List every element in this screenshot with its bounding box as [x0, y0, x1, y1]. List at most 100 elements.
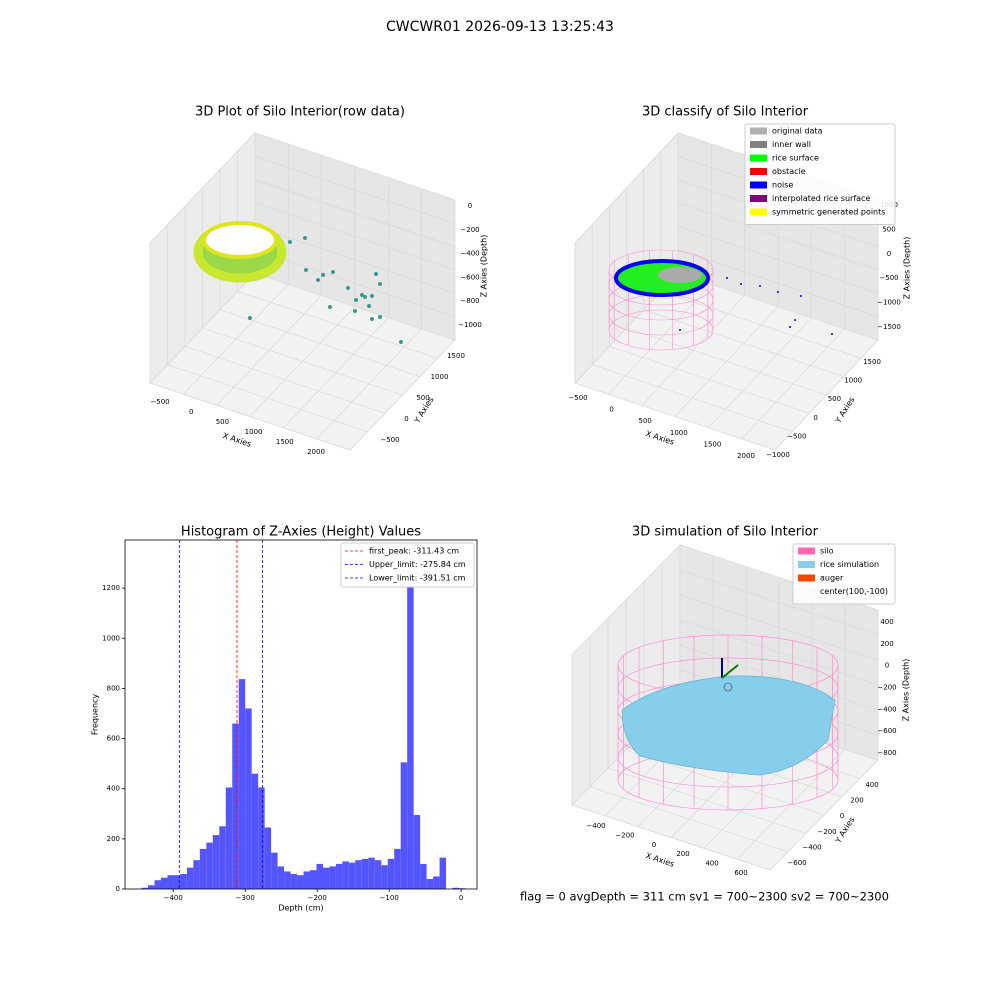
x-tick-label: 2000 [307, 448, 325, 456]
bar [316, 863, 323, 889]
bar [439, 857, 447, 889]
bar [433, 876, 440, 889]
legend-swatch [750, 208, 767, 216]
bar [271, 852, 278, 889]
bar [342, 861, 349, 889]
z-tick-label: −600 [877, 727, 896, 735]
legend-label: first_peak: -311.43 cm [369, 547, 459, 556]
legend-label: auger [820, 574, 844, 583]
x-tick-label: 600 [734, 869, 747, 877]
pane-grid [254, 156, 456, 224]
x-tick-label: 2000 [737, 452, 755, 460]
point [800, 295, 802, 297]
chart-title: 3D simulation of Silo Interior [632, 525, 819, 540]
point [331, 270, 335, 274]
bar [329, 866, 336, 889]
legend-swatch [750, 141, 767, 148]
legend-label: rice surface [772, 154, 819, 163]
auger [723, 682, 733, 692]
y-tick-label: 800 [107, 684, 120, 692]
z-tick-label: −400 [877, 705, 896, 713]
bar [407, 560, 414, 889]
bar [167, 875, 174, 889]
point [370, 317, 374, 321]
axis-label: Z Axies (Depth) [902, 659, 911, 722]
point [789, 326, 791, 328]
bar [361, 858, 369, 889]
pane-grid [679, 569, 879, 636]
legend-swatch [798, 547, 815, 555]
y-tick-label: 600 [107, 735, 120, 743]
point [726, 277, 728, 279]
point [321, 273, 325, 277]
bar [348, 862, 356, 889]
bar [225, 787, 233, 889]
legend-swatch [750, 195, 767, 202]
legend-label: rice simulation [820, 560, 879, 569]
y-tick-label: 400 [865, 781, 878, 789]
z-tick-label: −800 [460, 297, 479, 305]
x-tick-label: 0 [459, 894, 463, 902]
point [354, 298, 358, 302]
z-tick-label: −400 [460, 250, 479, 258]
point [370, 294, 374, 298]
y-tick-label: 500 [416, 394, 429, 402]
chart-title: 3D Plot of Silo Interior(row data) [195, 105, 405, 120]
bar [180, 873, 187, 889]
point [303, 236, 307, 240]
legend-label: noise [772, 181, 793, 190]
bar [426, 878, 434, 889]
bar [284, 871, 291, 889]
point [777, 291, 779, 293]
x-tick-label: −400 [586, 822, 605, 830]
z-tick-label: 0 [885, 662, 889, 670]
y-tick-label: −200 [817, 828, 836, 836]
bar [199, 848, 207, 889]
x-tick-label: −500 [568, 394, 587, 402]
axis-label: X Axies [645, 851, 676, 869]
legend-swatch [750, 168, 767, 175]
legend-swatch [750, 181, 767, 189]
point [378, 315, 382, 319]
point [363, 295, 367, 299]
bar [309, 870, 317, 889]
bar [219, 826, 226, 889]
legend-label: symmetric generated points [772, 208, 885, 217]
y-tick-label: 1000 [844, 377, 862, 385]
legend-swatch [750, 127, 767, 135]
bar [374, 860, 382, 889]
plot-frame [124, 539, 478, 890]
x-tick-label: 0 [609, 406, 613, 414]
bar [251, 773, 259, 889]
pane-grid [660, 291, 861, 359]
bar [303, 871, 310, 889]
y-tick-label: 400 [107, 785, 120, 793]
point [346, 286, 350, 290]
z-tick-label: −200 [877, 684, 896, 692]
bar [387, 858, 395, 889]
z-tick-label: −800 [877, 749, 896, 757]
x-tick-label: 1500 [276, 438, 294, 446]
x-tick-label: 0 [189, 408, 193, 416]
bar [394, 848, 401, 889]
legend-swatch [750, 154, 767, 162]
bar [420, 863, 427, 889]
x-tick-label: −200 [615, 831, 634, 839]
y-tick-label: 1500 [447, 352, 465, 360]
legend-swatch [798, 561, 815, 568]
chart-title: 3D classify of Silo Interior [642, 105, 809, 120]
bar [355, 860, 362, 889]
point [794, 319, 796, 321]
x-tick-label: 1000 [245, 428, 263, 436]
bar [258, 787, 265, 889]
point [740, 283, 742, 285]
axis-label: Z Axies (Depth) [480, 235, 489, 298]
bar [452, 887, 460, 889]
status-footer: flag = 0 avgDepth = 311 cm sv1 = 700~230… [520, 890, 889, 904]
z-tick-label: −500 [879, 274, 898, 282]
y-tick-label: 0 [404, 415, 408, 423]
y-tick-label: 1200 [102, 584, 120, 592]
bar [335, 863, 343, 889]
bar [141, 887, 149, 889]
x-tick-label: 500 [216, 418, 229, 426]
